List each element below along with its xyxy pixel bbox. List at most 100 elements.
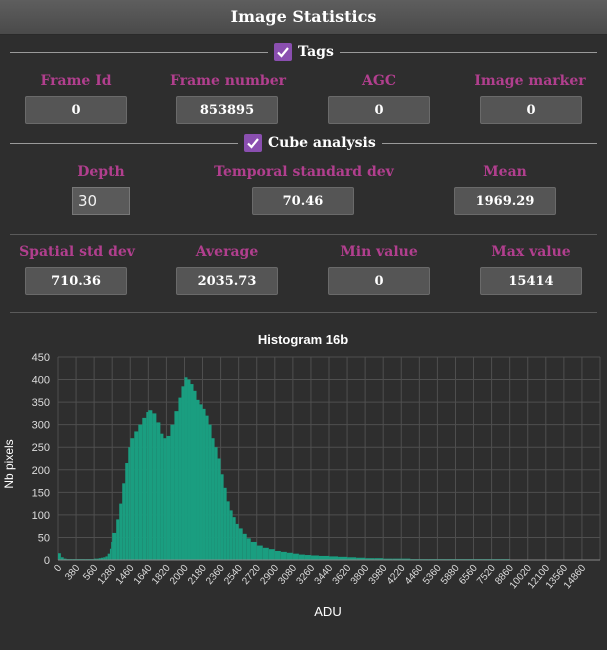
x-tick-label: 4220 [385,563,408,587]
y-tick-label: 200 [32,465,50,477]
histogram-bar [318,555,329,560]
max-value-value: 15414 [480,267,582,295]
x-tick-label: 3800 [349,563,372,587]
histogram-bar [292,553,299,560]
mean-label: Mean [483,164,527,180]
cube-legend-label: Cube analysis [268,135,376,151]
histogram-bar [193,390,197,560]
histogram-bar [184,377,188,560]
histogram-bar [304,555,311,560]
x-tick-label: 1460 [114,563,137,587]
min-value-value: 0 [328,267,430,295]
histogram-bar [232,517,236,560]
y-tick-label: 50 [38,532,50,544]
frame-number-label: Frame number [170,73,286,89]
histogram-bar [274,550,281,560]
histogram-bar [170,424,175,560]
frame-id-label: Frame Id [40,73,112,89]
histogram-bar [98,558,101,560]
temporal-std-value: 70.46 [252,187,354,215]
x-tick-label: 2900 [258,563,281,587]
histogram-bar [146,412,149,560]
histogram-bar [107,553,110,560]
y-tick-label: 450 [32,352,50,364]
mean-value: 1969.29 [454,187,556,215]
x-tick-label: 7520 [475,563,498,587]
histogram-bar [347,557,357,560]
histogram-bar [109,548,112,560]
y-tick-label: 350 [32,397,50,409]
y-tick-label: 150 [32,487,50,499]
histogram-bar [392,558,402,560]
chart-divider [10,312,597,313]
average-label: Average [195,244,259,260]
histogram-bar [148,410,153,560]
max-value-label: Max value [491,244,571,260]
spatial-std-value: 710.36 [25,267,127,295]
histogram-bar [178,397,182,560]
histogram-bar [125,463,129,560]
histogram-bar [111,541,113,560]
image-marker-value: 0 [480,96,582,124]
histogram-bar [401,558,411,560]
histogram-bar [134,431,139,560]
histogram-bar [356,557,366,560]
x-tick-label: 5880 [439,563,462,587]
histogram-bar [262,547,269,560]
histogram-bar [220,474,224,560]
histogram-chart: Histogram 16b Nb pixels ADU 0 50 100 150 200… [2,332,601,619]
tags-checkbox[interactable] [274,43,292,61]
histogram-bar [226,501,230,560]
histogram-bar [223,487,227,560]
depth-input[interactable]: 30 [72,187,130,215]
stats-divider [10,234,597,235]
x-tick-label: 2540 [222,563,245,587]
y-tick-label: 100 [32,510,50,522]
histogram-bar [217,458,221,560]
histogram-bar [238,528,243,560]
tags-legend-label: Tags [298,44,334,60]
histogram-bar [365,558,375,560]
x-tick-label: 1820 [150,563,173,587]
histogram-bar [122,483,126,560]
x-tick-label: 380 [63,563,82,583]
histogram-bar [60,557,64,560]
histogram-bar [156,422,161,560]
x-tick-label: 2360 [204,563,227,587]
x-tick-label: 2720 [240,563,263,587]
check-icon [247,138,259,149]
histogram-bar [112,532,117,560]
histogram-bar [94,558,97,560]
histogram-bar [152,413,157,560]
x-tick-label: 6560 [457,563,480,587]
histogram-bar [199,404,203,560]
histogram-bar [383,558,393,560]
histogram-bar [96,558,99,560]
y-tick-label: 250 [32,442,50,454]
histogram-bar [256,545,263,560]
histogram-bar [202,408,206,560]
x-tick-label: 2180 [186,563,209,587]
tags-legend: Tags [268,43,340,61]
temporal-std-label: Temporal standard dev [214,164,394,180]
histogram-bar [119,503,123,560]
x-tick-label: 2000 [168,563,191,587]
x-axis-label: ADU [314,604,341,619]
histogram-bar [310,555,319,560]
y-tick-label: 400 [32,375,50,387]
histogram-bar [63,558,67,560]
histogram-bar [105,556,108,560]
histogram-bar [280,551,287,560]
histogram-bar [190,384,194,560]
x-tick-label: 3440 [313,563,336,587]
histogram-bar [142,417,147,560]
cube-analysis-checkbox[interactable] [244,134,262,152]
panel-title: Image Statistics [0,0,607,35]
histogram-bar [268,549,275,560]
histogram-bar [174,411,179,560]
histogram-bar [116,519,120,560]
histogram-bar [235,523,239,560]
x-tick-label: 0 [52,563,64,575]
histogram-bar [100,557,104,560]
